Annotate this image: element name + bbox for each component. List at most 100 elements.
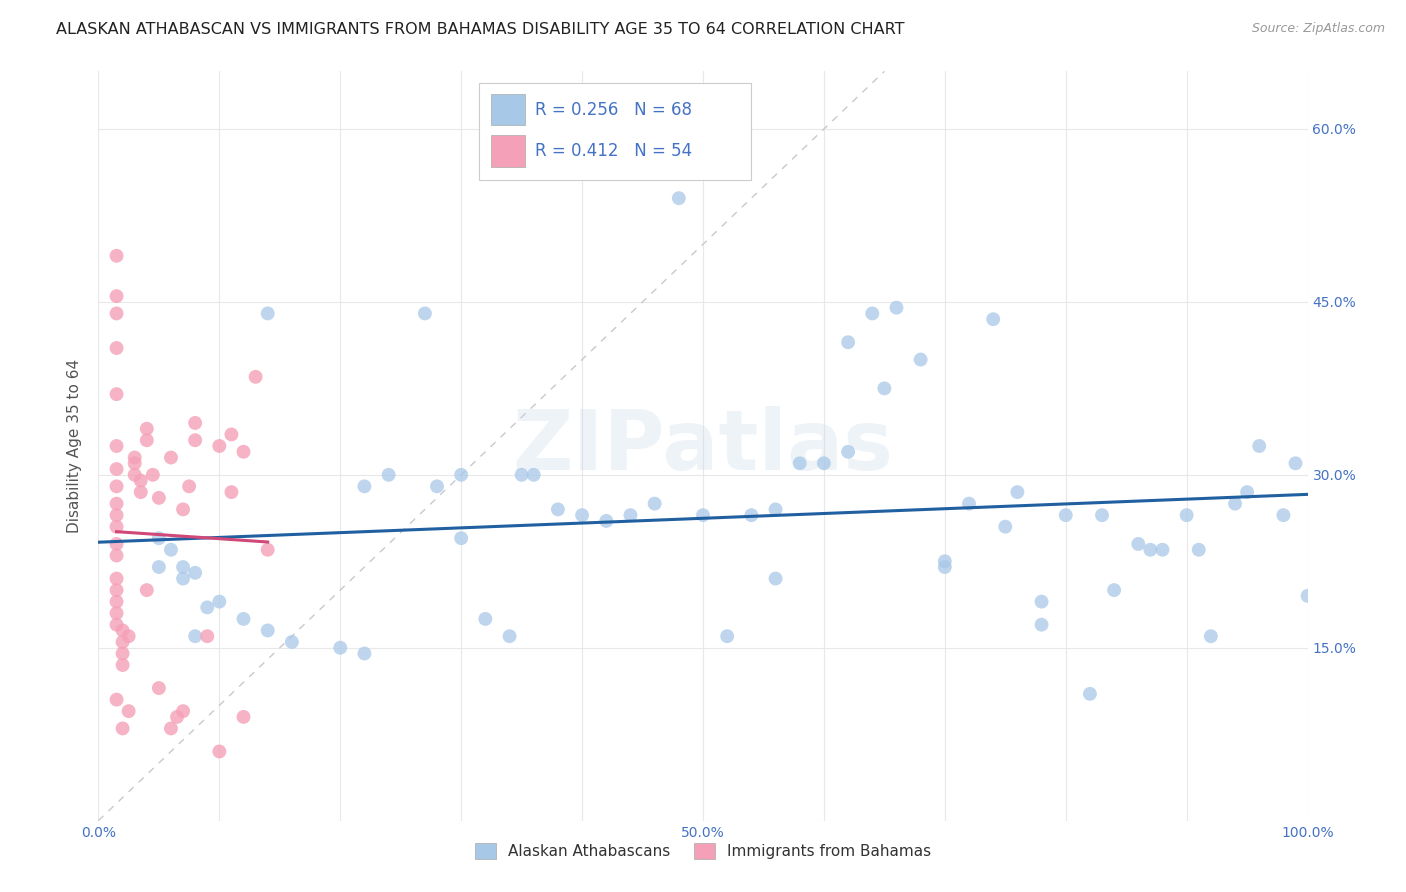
Point	[184, 416, 207, 430]
Point	[1223, 497, 1246, 511]
Point	[111, 624, 134, 638]
Point	[1054, 508, 1077, 523]
Point	[474, 612, 496, 626]
Point	[1236, 485, 1258, 500]
Point	[105, 462, 128, 476]
Point	[105, 479, 128, 493]
Text: R = 0.412   N = 54: R = 0.412 N = 54	[534, 142, 692, 160]
Point	[837, 335, 859, 350]
Point	[184, 434, 207, 448]
Point	[172, 572, 194, 586]
Point	[208, 744, 231, 758]
Point	[413, 306, 436, 320]
Point	[129, 474, 152, 488]
Point	[124, 456, 146, 470]
Point	[148, 531, 170, 545]
Point	[934, 554, 956, 568]
Point	[111, 658, 134, 673]
Point	[571, 508, 593, 523]
Point	[172, 704, 194, 718]
Point	[148, 491, 170, 505]
Point	[1007, 485, 1029, 500]
Point	[837, 444, 859, 458]
Point	[1296, 589, 1319, 603]
Point	[740, 508, 762, 523]
Point	[523, 467, 546, 482]
Point	[208, 594, 231, 608]
Point	[166, 710, 188, 724]
Legend: Alaskan Athabascans, Immigrants from Bahamas: Alaskan Athabascans, Immigrants from Bah…	[468, 838, 938, 865]
Point	[450, 467, 472, 482]
Point	[1102, 583, 1125, 598]
Point	[172, 502, 194, 516]
Point	[1188, 542, 1211, 557]
Point	[148, 681, 170, 695]
Point	[160, 722, 183, 736]
Point	[595, 514, 617, 528]
Point	[105, 594, 128, 608]
Point	[716, 629, 738, 643]
Point	[232, 710, 254, 724]
Point	[105, 306, 128, 320]
Point	[765, 502, 787, 516]
Point	[124, 450, 146, 465]
Point	[105, 249, 128, 263]
FancyBboxPatch shape	[479, 83, 751, 180]
Point	[105, 497, 128, 511]
Point	[111, 722, 134, 736]
Point	[692, 508, 714, 523]
Point	[994, 519, 1017, 533]
Point	[1199, 629, 1222, 643]
Point	[105, 606, 128, 620]
Point	[195, 600, 218, 615]
Point	[105, 537, 128, 551]
Point	[111, 647, 134, 661]
Point	[195, 629, 218, 643]
Point	[957, 497, 980, 511]
Point	[1139, 542, 1161, 557]
Text: Source: ZipAtlas.com: Source: ZipAtlas.com	[1251, 22, 1385, 36]
Point	[668, 191, 690, 205]
Point	[105, 617, 128, 632]
Point	[1128, 537, 1150, 551]
Point	[111, 635, 134, 649]
Point	[142, 467, 165, 482]
Point	[450, 531, 472, 545]
Point	[934, 560, 956, 574]
Point	[910, 352, 932, 367]
Point	[256, 542, 278, 557]
Point	[353, 647, 375, 661]
Point	[353, 479, 375, 493]
Point	[105, 519, 128, 533]
Point	[105, 387, 128, 401]
Point	[1152, 542, 1174, 557]
Point	[981, 312, 1004, 326]
Point	[329, 640, 352, 655]
Point	[172, 560, 194, 574]
Point	[105, 572, 128, 586]
Point	[135, 422, 157, 436]
Point	[1031, 594, 1053, 608]
Bar	[492, 135, 526, 167]
Point	[619, 508, 641, 523]
Point	[208, 439, 231, 453]
Point	[510, 467, 533, 482]
Point	[184, 566, 207, 580]
Point	[148, 560, 170, 574]
Point	[221, 485, 243, 500]
Point	[135, 583, 157, 598]
Point	[426, 479, 449, 493]
Point	[118, 629, 141, 643]
Point	[105, 439, 128, 453]
Point	[377, 467, 399, 482]
Point	[1031, 617, 1053, 632]
Point	[644, 497, 666, 511]
Point	[1284, 456, 1306, 470]
Point	[105, 692, 128, 706]
Point	[765, 572, 787, 586]
Point	[124, 467, 146, 482]
Point	[179, 479, 201, 493]
Point	[498, 629, 520, 643]
Y-axis label: Disability Age 35 to 64: Disability Age 35 to 64	[67, 359, 83, 533]
Point	[860, 306, 883, 320]
